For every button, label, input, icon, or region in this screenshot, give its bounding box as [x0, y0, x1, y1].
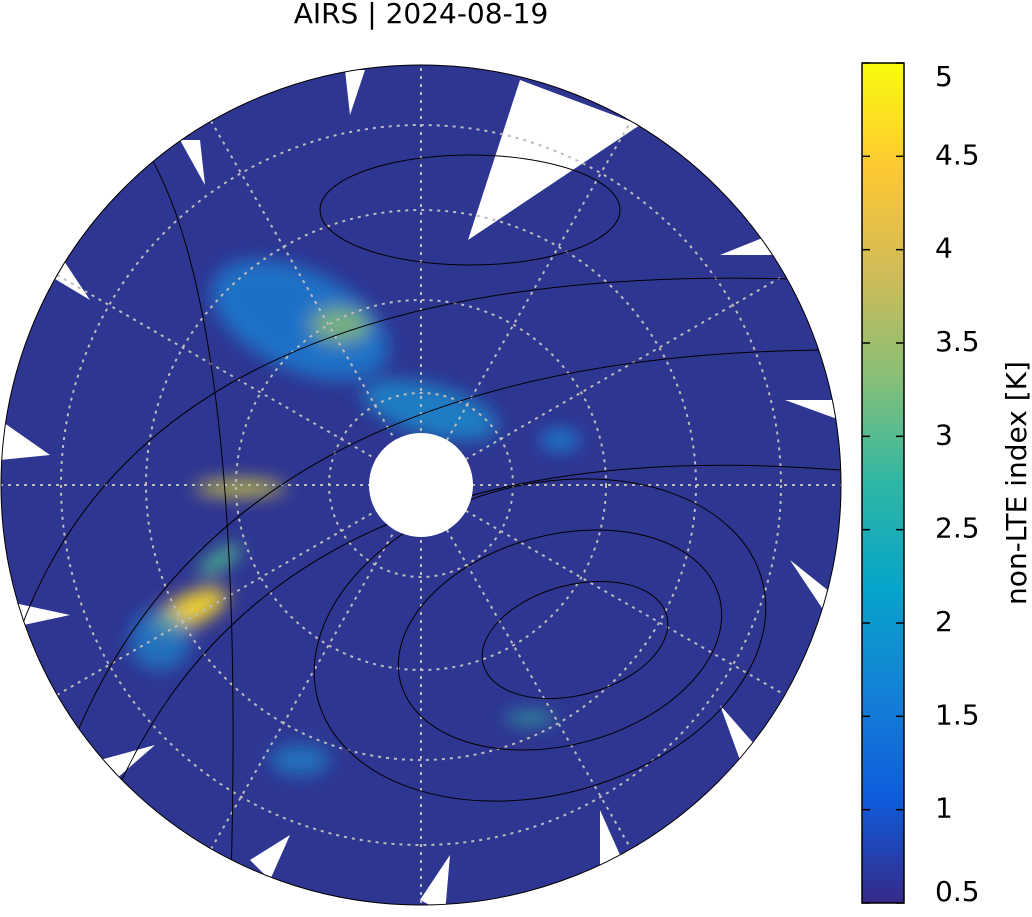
colorbar-tick-label: 4.5 — [935, 138, 980, 171]
map-border — [0, 64, 842, 906]
colorbar-tick-label: 3 — [935, 418, 953, 451]
map — [1, 65, 841, 905]
colorbar — [861, 62, 905, 904]
colorbar-tick-label: 1 — [935, 792, 953, 825]
colorbar-tick-label: 2.5 — [935, 512, 980, 545]
map-title: AIRS | 2024-08-19 — [294, 0, 549, 30]
colorbar-tick-label: 2 — [935, 605, 953, 638]
colorbar-label: non-LTE index [K] — [1000, 361, 1032, 605]
colorbar-tick-label: 5 — [935, 60, 953, 93]
contours — [1, 139, 841, 905]
colorbar-tick-label: 0.5 — [935, 875, 980, 908]
pole-hole — [369, 433, 473, 537]
colorbar-tick-label: 1.5 — [935, 698, 980, 731]
colorbar-tick-label: 3.5 — [935, 325, 980, 358]
colorbar-tick-label: 4 — [935, 232, 953, 265]
